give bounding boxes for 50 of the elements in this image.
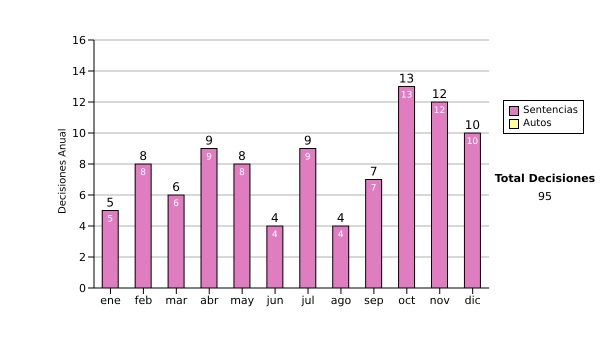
legend-label: Autos [522, 117, 553, 130]
y-axis-title: Decisiones Anual [58, 128, 69, 214]
x-tick-label: mar [165, 294, 188, 307]
data-label: 9 [206, 152, 212, 162]
x-tick-label: nov [430, 294, 450, 307]
y-tick-label: 10 [72, 126, 86, 140]
y-tick-label: 0 [79, 282, 86, 295]
total-label: 4 [271, 211, 279, 225]
total-label: 7 [370, 164, 378, 178]
x-tick-label: jul [300, 294, 315, 307]
total-label: 13 [398, 72, 414, 86]
x-tick-label: ene [100, 294, 121, 307]
x-tick-label: ago [330, 294, 352, 307]
data-label: 4 [272, 230, 278, 240]
total-label: 8 [139, 149, 147, 163]
total-label: 4 [336, 211, 345, 225]
total-label: 8 [238, 149, 246, 163]
x-tick-label: dic [464, 294, 481, 307]
y-tick-label: 12 [72, 96, 86, 109]
data-label: 8 [239, 168, 246, 178]
x-tick-label: may [230, 294, 255, 307]
text: Total Decisiones [494, 172, 596, 185]
data-label: 6 [173, 199, 180, 209]
total-label: 12 [432, 87, 448, 101]
data-label: 4 [338, 230, 344, 240]
total-label: 9 [205, 134, 213, 148]
total-label: 10 [464, 118, 480, 132]
legend-label: Sentencias [522, 104, 578, 117]
total-label: 5 [106, 196, 114, 210]
y-tick-label: 4 [79, 220, 86, 233]
y-tick-label: 2 [79, 250, 86, 264]
x-tick-label: jun [266, 294, 284, 307]
x-tick-label: oct [398, 294, 416, 307]
data-label: 5 [107, 214, 114, 224]
y-tick-label: 8 [79, 158, 86, 171]
data-label: 8 [140, 168, 146, 178]
x-tick-label: abr [200, 294, 219, 307]
data-label: 7 [370, 184, 377, 194]
total-label: 6 [172, 180, 180, 194]
data-label: 13 [400, 90, 412, 100]
y-tick-label: 16 [72, 34, 86, 47]
data-label: 12 [434, 106, 446, 116]
y-tick-label: 14 [72, 64, 86, 78]
x-tick-label: sep [364, 294, 384, 307]
text: 95 [537, 190, 553, 203]
data-label: 9 [304, 152, 311, 162]
x-tick-label: feb [134, 294, 152, 307]
y-tick-label: 6 [79, 188, 86, 202]
data-label: 10 [466, 137, 478, 147]
total-label: 9 [304, 134, 312, 148]
